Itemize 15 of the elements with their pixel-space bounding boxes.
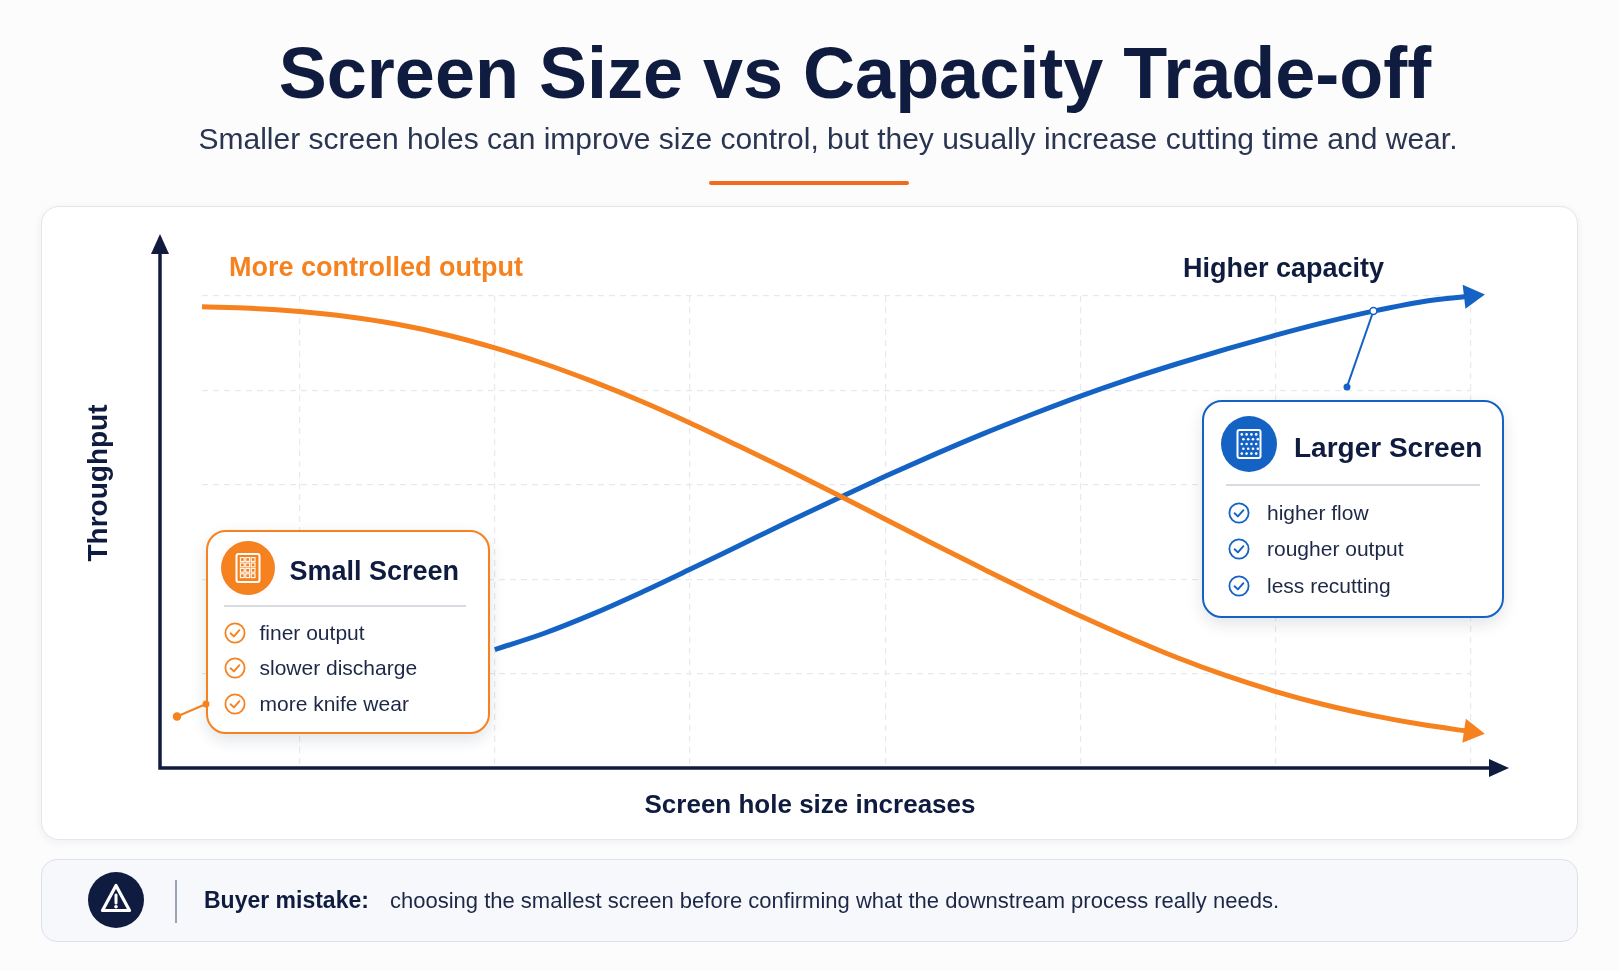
- annotation: finer output: [259, 620, 365, 646]
- annotation: more knife wear: [259, 691, 409, 717]
- annotation: Larger Screen: [1294, 431, 1483, 465]
- series-label: More controlled output: [229, 251, 523, 284]
- annotation: rougher output: [1267, 536, 1404, 562]
- chart-subtitle: Smaller screen holes can improve size control, but they usually increase cutting time and wear.: [197, 122, 1459, 156]
- annotation: slower discharge: [259, 655, 418, 681]
- note-bar: Buyer mistake: choosing the smallest screen before confirming what the downstream process really needs.: [41, 859, 1578, 942]
- annotation: Small Screen: [289, 554, 460, 588]
- x-axis-title: Screen hole size increases: [643, 789, 977, 819]
- y-axis-title: Throughput: [82, 404, 114, 562]
- chart-title: Screen Size vs Capacity Trade-off: [277, 33, 1433, 113]
- annotation: higher flow: [1267, 500, 1369, 526]
- series-label: Higher capacity: [1183, 252, 1385, 285]
- annotation: less recutting: [1267, 573, 1391, 599]
